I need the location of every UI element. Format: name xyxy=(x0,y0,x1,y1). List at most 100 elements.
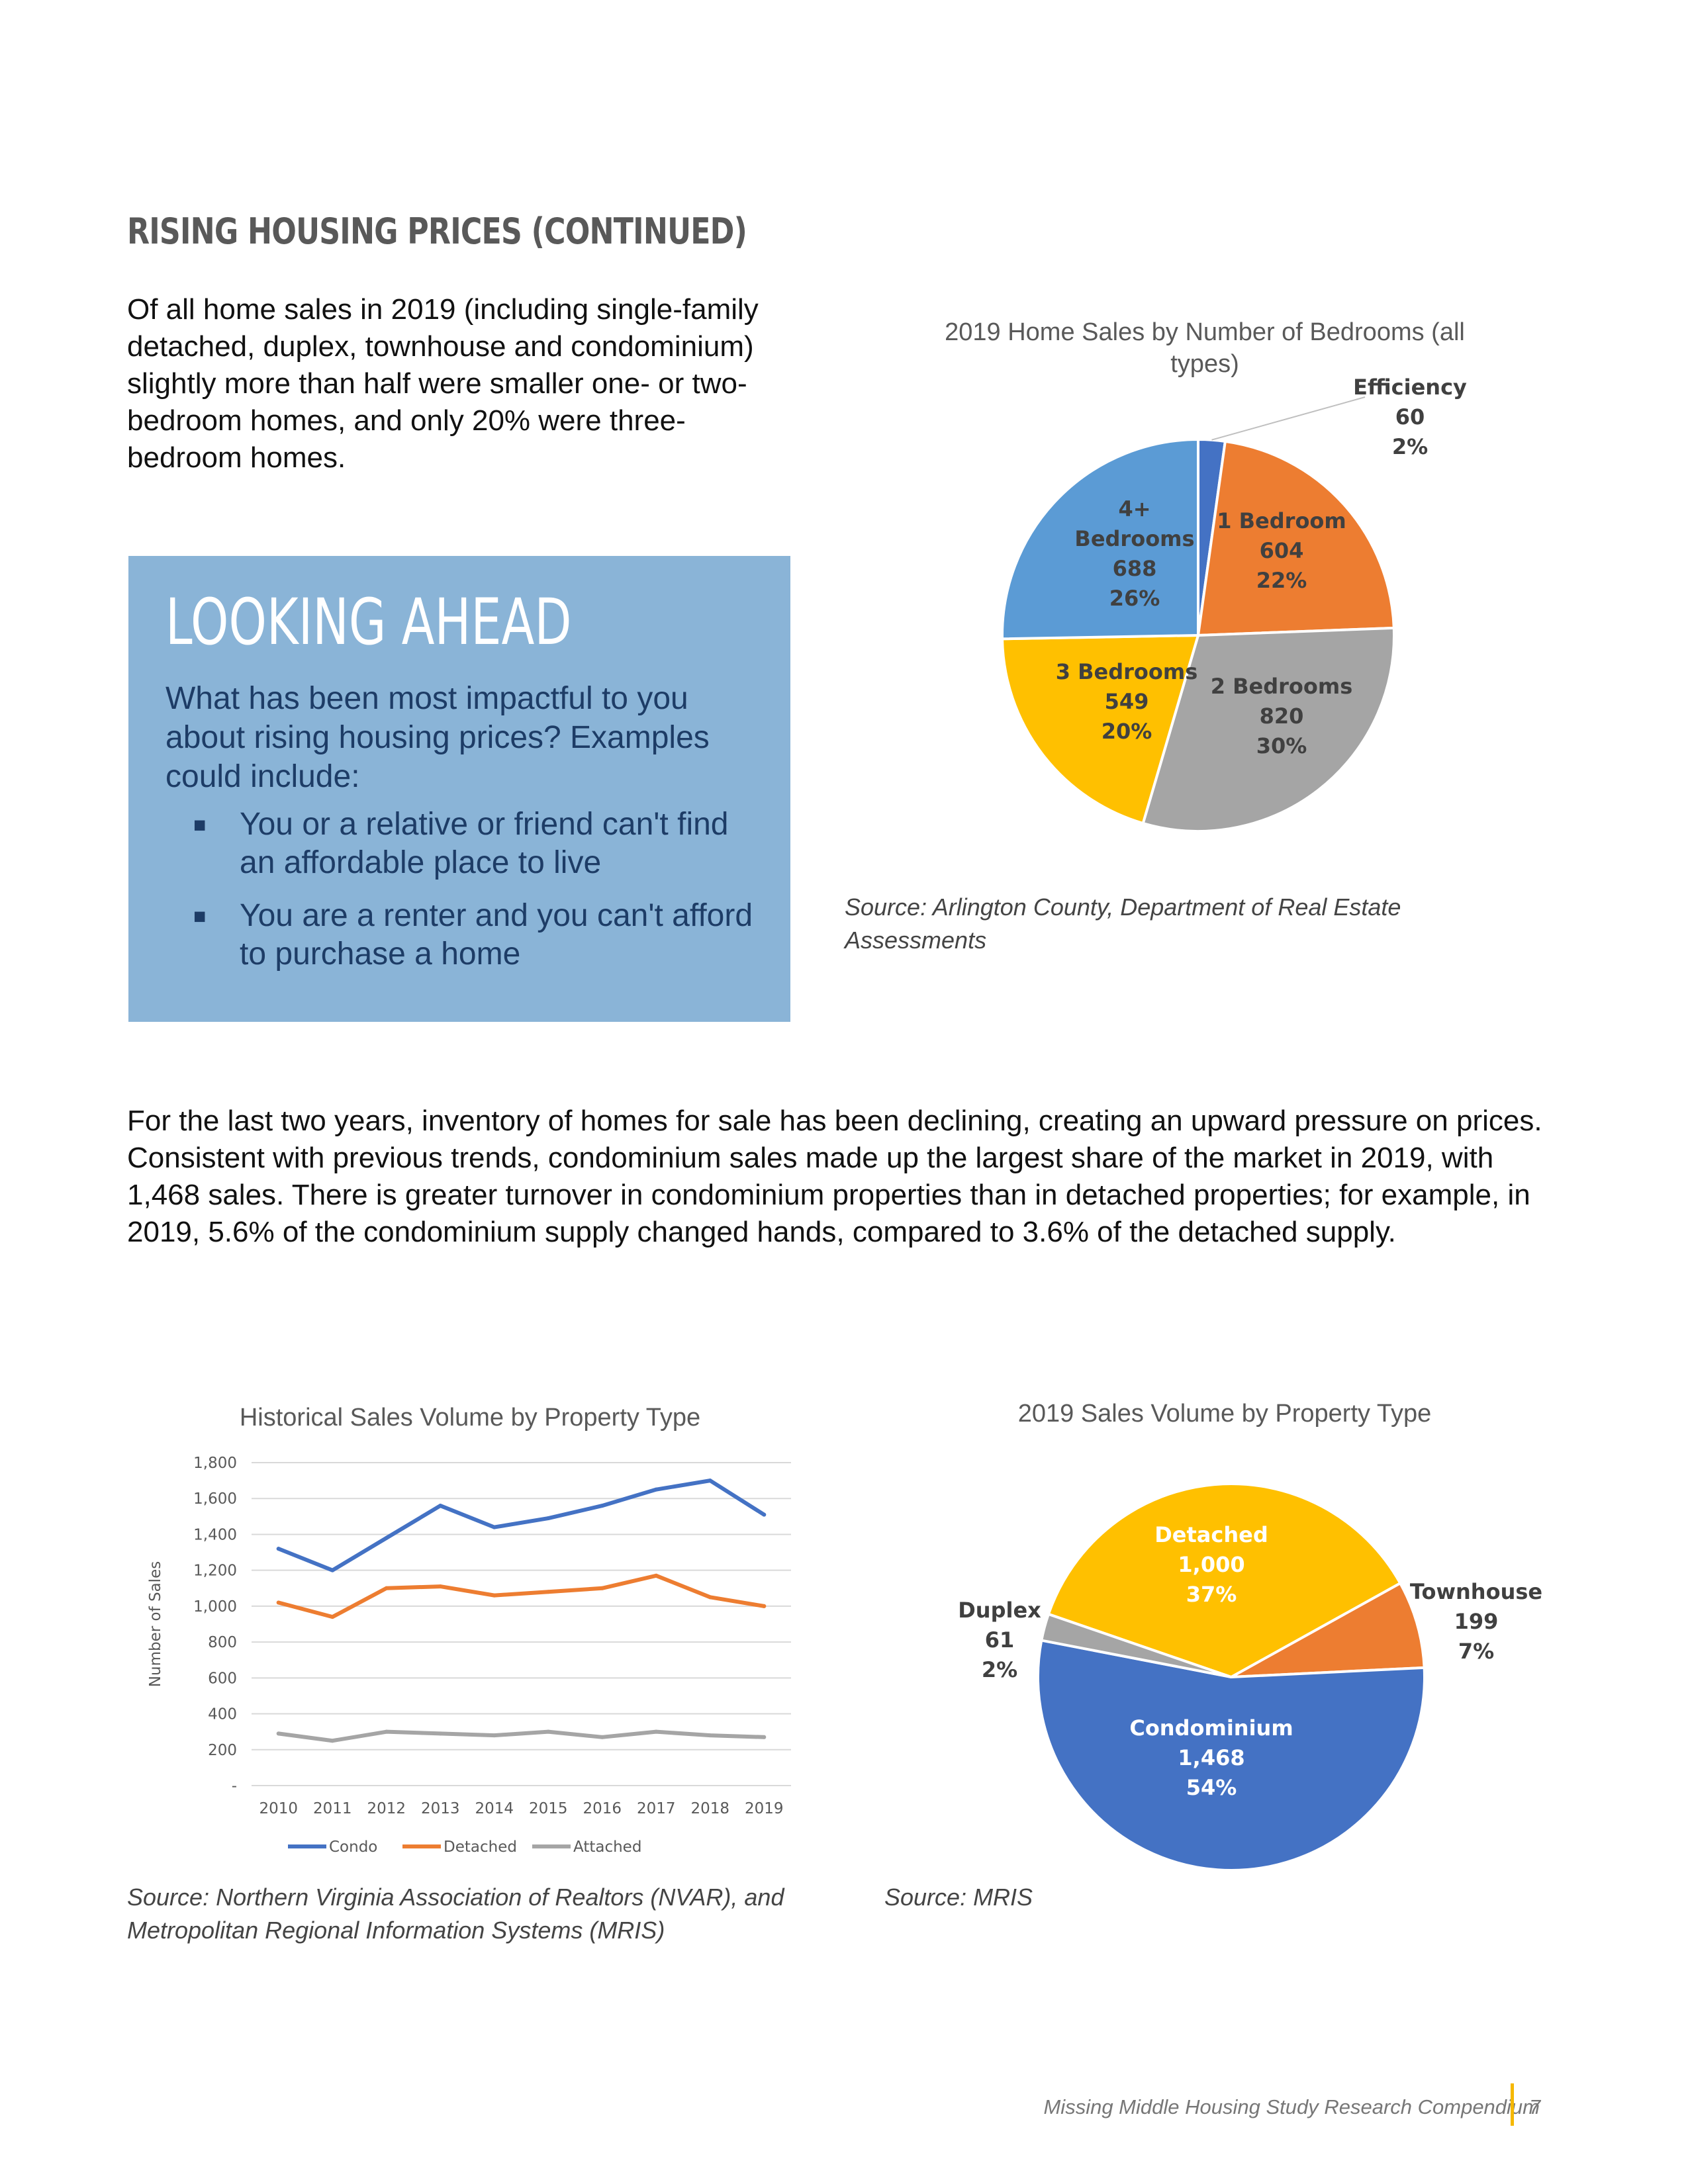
data-point-condo xyxy=(654,1487,659,1492)
y-tick-label: 1,400 xyxy=(193,1526,237,1543)
x-tick-label: 2018 xyxy=(690,1800,729,1817)
data-point-condo xyxy=(276,1547,281,1551)
data-point-condo xyxy=(384,1535,389,1540)
data-point-detached xyxy=(600,1586,604,1590)
leader-line-efficiency xyxy=(1211,396,1366,441)
data-point-attached xyxy=(276,1731,281,1736)
series-line-attached xyxy=(276,1729,767,1743)
data-label-3-bedrooms: 3 Bedrooms 549 20% xyxy=(1056,659,1198,744)
x-tick-label: 2012 xyxy=(367,1800,406,1817)
historical-source: Source: Northern Virginia Association of… xyxy=(127,1884,784,1944)
footer-divider xyxy=(1511,2083,1514,2126)
historical-line-chart: - 200 400 600 800 1,000 1,200 1,400 1,600 1,800 20… xyxy=(147,1455,791,1856)
callout-bullet-item: ■ You or a relative or friend can't find … xyxy=(165,805,756,882)
data-point-attached xyxy=(330,1739,335,1743)
legend-label-condo: Condo xyxy=(329,1839,377,1856)
looking-ahead-callout: LOOKING AHEAD What has been most impactf… xyxy=(128,556,790,1022)
data-point-detached xyxy=(384,1586,389,1590)
historical-chart-title: Historical Sales Volume by Property Type xyxy=(239,1404,701,1432)
x-tick-label: 2010 xyxy=(259,1800,298,1817)
y-tick-label: 800 xyxy=(208,1634,237,1651)
inventory-paragraph: For the last two years, inventory of hom… xyxy=(127,1105,1542,1248)
pie-slice-townhouse xyxy=(1231,1581,1426,1678)
data-point-detached xyxy=(438,1584,443,1589)
data-point-attached xyxy=(762,1735,767,1739)
bullet-icon: ■ xyxy=(193,904,207,928)
series-line-condo xyxy=(276,1479,767,1572)
data-point-condo xyxy=(330,1568,335,1572)
legend-label-attached: Attached xyxy=(573,1839,641,1856)
intro-paragraph: Of all home sales in 2019 (including sin… xyxy=(127,293,759,474)
data-point-condo xyxy=(762,1512,767,1517)
y-tick-label: 200 xyxy=(208,1742,237,1759)
data-label-4-bedrooms: 4+ Bedrooms 688 26% xyxy=(1074,496,1194,611)
data-point-detached xyxy=(330,1615,335,1619)
pie-slice-detached xyxy=(1047,1482,1403,1679)
y-tick-label: 1,800 xyxy=(193,1455,237,1472)
section-heading: RISING HOUSING PRICES (CONTINUED) xyxy=(127,210,747,252)
x-tick-label: 2015 xyxy=(529,1800,568,1817)
data-label-detached: Detached 1,000 37% xyxy=(1154,1522,1268,1607)
callout-bullet-text: You or a relative or friend can't find a… xyxy=(240,807,729,880)
y-tick-label: - xyxy=(232,1778,237,1795)
data-label-efficiency: Efficiency 60 2% xyxy=(1353,375,1467,459)
data-point-condo xyxy=(708,1479,712,1483)
callout-bullet-item: ■ You are a renter and you can't afford t… xyxy=(165,897,756,974)
data-point-detached xyxy=(708,1595,712,1600)
y-tick-label: 1,000 xyxy=(193,1598,237,1615)
data-point-detached xyxy=(654,1573,659,1578)
pie-slice-1-bedroom xyxy=(1196,439,1395,637)
bedrooms-pie-chart: Efficiency 60 2%1 Bedroom 604 22% 2 Bedrooms 8… xyxy=(1001,375,1467,833)
callout-text: What has been most impactful to you abou… xyxy=(165,681,710,794)
data-point-detached xyxy=(492,1593,496,1598)
data-point-attached xyxy=(384,1729,389,1734)
data-label-townhouse: Townhouse 199 7% xyxy=(1410,1579,1542,1664)
data-label-condominium: Condominium 1,468 54% xyxy=(1129,1715,1293,1800)
property-chart-title: 2019 Sales Volume by Property Type xyxy=(1017,1400,1432,1428)
data-point-condo xyxy=(546,1516,551,1521)
callout-list: ■ You or a relative or friend can't find … xyxy=(165,805,753,974)
x-tick-label: 2011 xyxy=(313,1800,352,1817)
footer-text: Missing Middle Housing Study Research Co… xyxy=(1043,2095,1540,2118)
bedrooms-source: Source: Arlington County, Department of … xyxy=(845,893,1401,954)
y-tick-label: 1,600 xyxy=(193,1490,237,1508)
data-point-attached xyxy=(546,1729,551,1734)
x-tick-label: 2019 xyxy=(745,1800,784,1817)
data-label-duplex: Duplex 61 2% xyxy=(958,1598,1041,1682)
property-source: Source: MRIS xyxy=(884,1884,1033,1911)
pie-slice-condominium xyxy=(1037,1639,1426,1872)
y-tick-label: 600 xyxy=(208,1670,237,1687)
pie-slice-2-bedrooms xyxy=(1141,626,1395,833)
pie-slice-3-bedrooms xyxy=(1001,633,1200,825)
data-point-condo xyxy=(600,1504,604,1508)
legend-label-detached: Detached xyxy=(444,1839,517,1856)
data-point-detached xyxy=(546,1590,551,1594)
page-number: 7 xyxy=(1529,2095,1541,2118)
callout-title: LOOKING AHEAD xyxy=(165,585,572,659)
pie-slice-duplex xyxy=(1039,1612,1232,1678)
x-tick-label: 2017 xyxy=(637,1800,676,1817)
data-point-detached xyxy=(762,1604,767,1608)
data-point-attached xyxy=(708,1733,712,1738)
callout-bullet-text: You are a renter and you can't afford to… xyxy=(240,898,753,972)
data-label-1-bedroom: 1 Bedroom 604 22% xyxy=(1217,508,1346,593)
data-point-attached xyxy=(492,1733,496,1738)
x-tick-label: 2014 xyxy=(475,1800,514,1817)
x-tick-label: 2013 xyxy=(421,1800,460,1817)
data-point-detached xyxy=(276,1600,281,1605)
data-point-attached xyxy=(600,1735,604,1739)
pie-slice-4-bedrooms xyxy=(1001,437,1199,641)
series-line-detached xyxy=(276,1573,767,1619)
data-label-2-bedrooms: 2 Bedrooms 820 30% xyxy=(1211,674,1353,758)
data-point-attached xyxy=(438,1731,443,1736)
bedrooms-chart-title: 2019 Home Sales by Number of Bedrooms (a… xyxy=(945,318,1465,378)
y-axis-label: Number of Sales xyxy=(147,1561,164,1687)
y-tick-label: 1,200 xyxy=(193,1563,237,1580)
y-tick-label: 400 xyxy=(208,1706,237,1723)
x-tick-label: 2016 xyxy=(583,1800,622,1817)
data-point-condo xyxy=(438,1504,443,1508)
property-pie-chart: Detached 1,000 37% Townhouse 199 7% Condominiu… xyxy=(958,1482,1542,1872)
data-point-condo xyxy=(492,1525,496,1529)
bullet-icon: ■ xyxy=(193,813,207,837)
data-point-attached xyxy=(654,1729,659,1734)
